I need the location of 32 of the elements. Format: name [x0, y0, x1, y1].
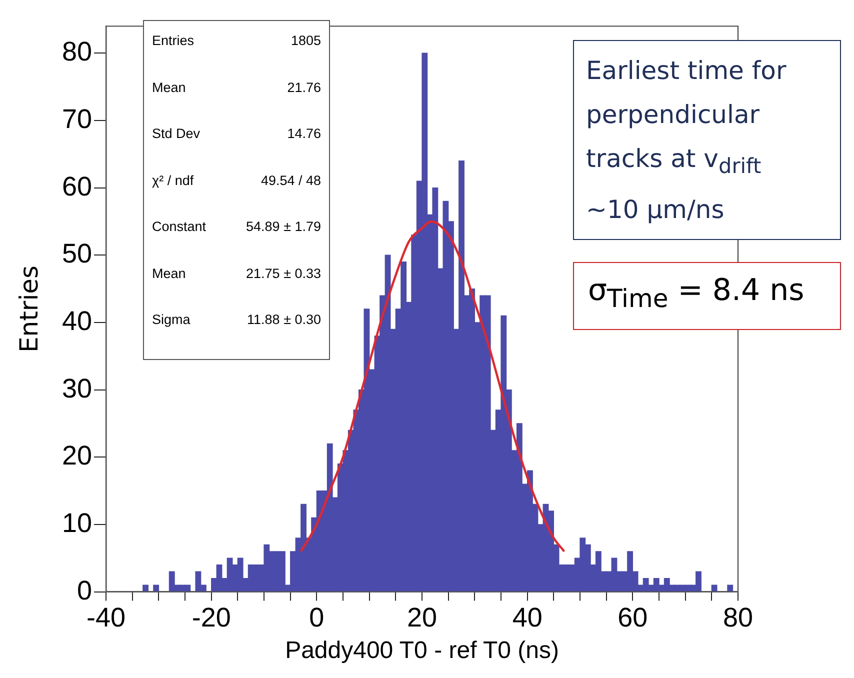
annotation: Std Dev [152, 126, 200, 143]
x-tick-label: 80 [722, 602, 754, 632]
y-tick-label: 10 [62, 508, 92, 538]
annotation: Sigma [152, 312, 190, 329]
annotation: 1805 [290, 33, 321, 50]
y-tick-label: 40 [62, 306, 92, 336]
x-tick-label: 0 [309, 602, 324, 632]
annotation: 21.76 [287, 80, 321, 96]
y-tick-label: 30 [62, 373, 92, 404]
annotation: 54.89 ± 1.79 [246, 219, 321, 236]
x-axis-title: Paddy400 T0 - ref T0 (ns) [285, 637, 559, 664]
annotation: 21.75 ± 0.33 [246, 266, 321, 282]
x-tick-label: 20 [406, 602, 438, 632]
annotation: χ² / ndf [152, 172, 194, 190]
annotation: Mean [152, 80, 186, 96]
y-tick-label: 80 [62, 36, 92, 67]
annotation: Earliest time for perpendicular tracks at v$_{drift}$ ~10 µm/ns [573, 40, 841, 240]
x-tick-label: 40 [512, 602, 542, 632]
annotation: 11.88 ± 0.30 [247, 312, 321, 329]
y-axis-title: Entries [14, 265, 44, 353]
annotation: Constant [152, 219, 206, 236]
annotation: σ$_{Time}$ = 8.4 ns [573, 262, 841, 330]
annotation: Entries [152, 33, 194, 50]
y-tick-label: 70 [62, 104, 92, 134]
y-tick-label: 60 [62, 171, 92, 202]
y-tick-label: 50 [62, 238, 92, 269]
y-tick-label: 20 [62, 440, 92, 471]
x-tick-label: 60 [618, 602, 648, 632]
annotation: 14.76 [287, 126, 321, 143]
x-tick-label: -20 [192, 602, 231, 632]
annotation: 49.54 / 48 [260, 172, 321, 190]
annotation: Mean [152, 266, 186, 282]
